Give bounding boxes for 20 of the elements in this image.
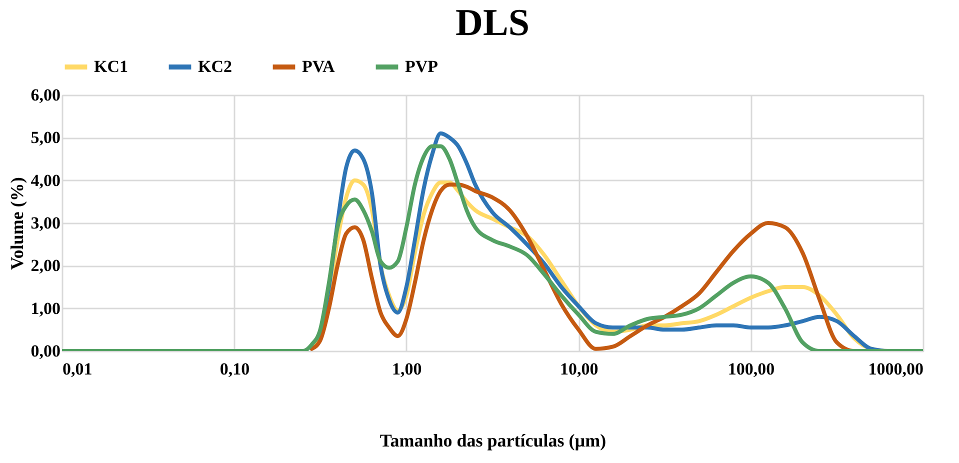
- x-tick-label: 10,00: [560, 360, 598, 378]
- legend-label: KC2: [198, 57, 232, 76]
- legend-label: KC1: [94, 57, 128, 76]
- x-tick-label: 0,01: [62, 360, 92, 378]
- x-tick-label: 0,10: [220, 360, 250, 378]
- x-tick-label: 1,00: [392, 360, 422, 378]
- x-axis-title: Tamanho das partículas (µm): [380, 430, 606, 450]
- legend-label: PVA: [302, 57, 336, 76]
- chart-title: DLS: [456, 2, 530, 44]
- y-tick-label: 2,00: [30, 256, 60, 276]
- y-tick-label: 6,00: [30, 86, 60, 104]
- y-tick-label: 0,00: [30, 342, 60, 360]
- x-tick-label: 100,00: [728, 360, 775, 378]
- legend-label: PVP: [405, 57, 438, 76]
- y-tick-label: 1,00: [30, 298, 60, 318]
- x-tick-label: 1000,00: [868, 360, 924, 378]
- y-axis-title: Volume (%): [6, 177, 27, 270]
- y-tick-label: 5,00: [30, 128, 60, 148]
- y-tick-label: 4,00: [30, 170, 60, 190]
- y-tick-label: 3,00: [30, 214, 60, 232]
